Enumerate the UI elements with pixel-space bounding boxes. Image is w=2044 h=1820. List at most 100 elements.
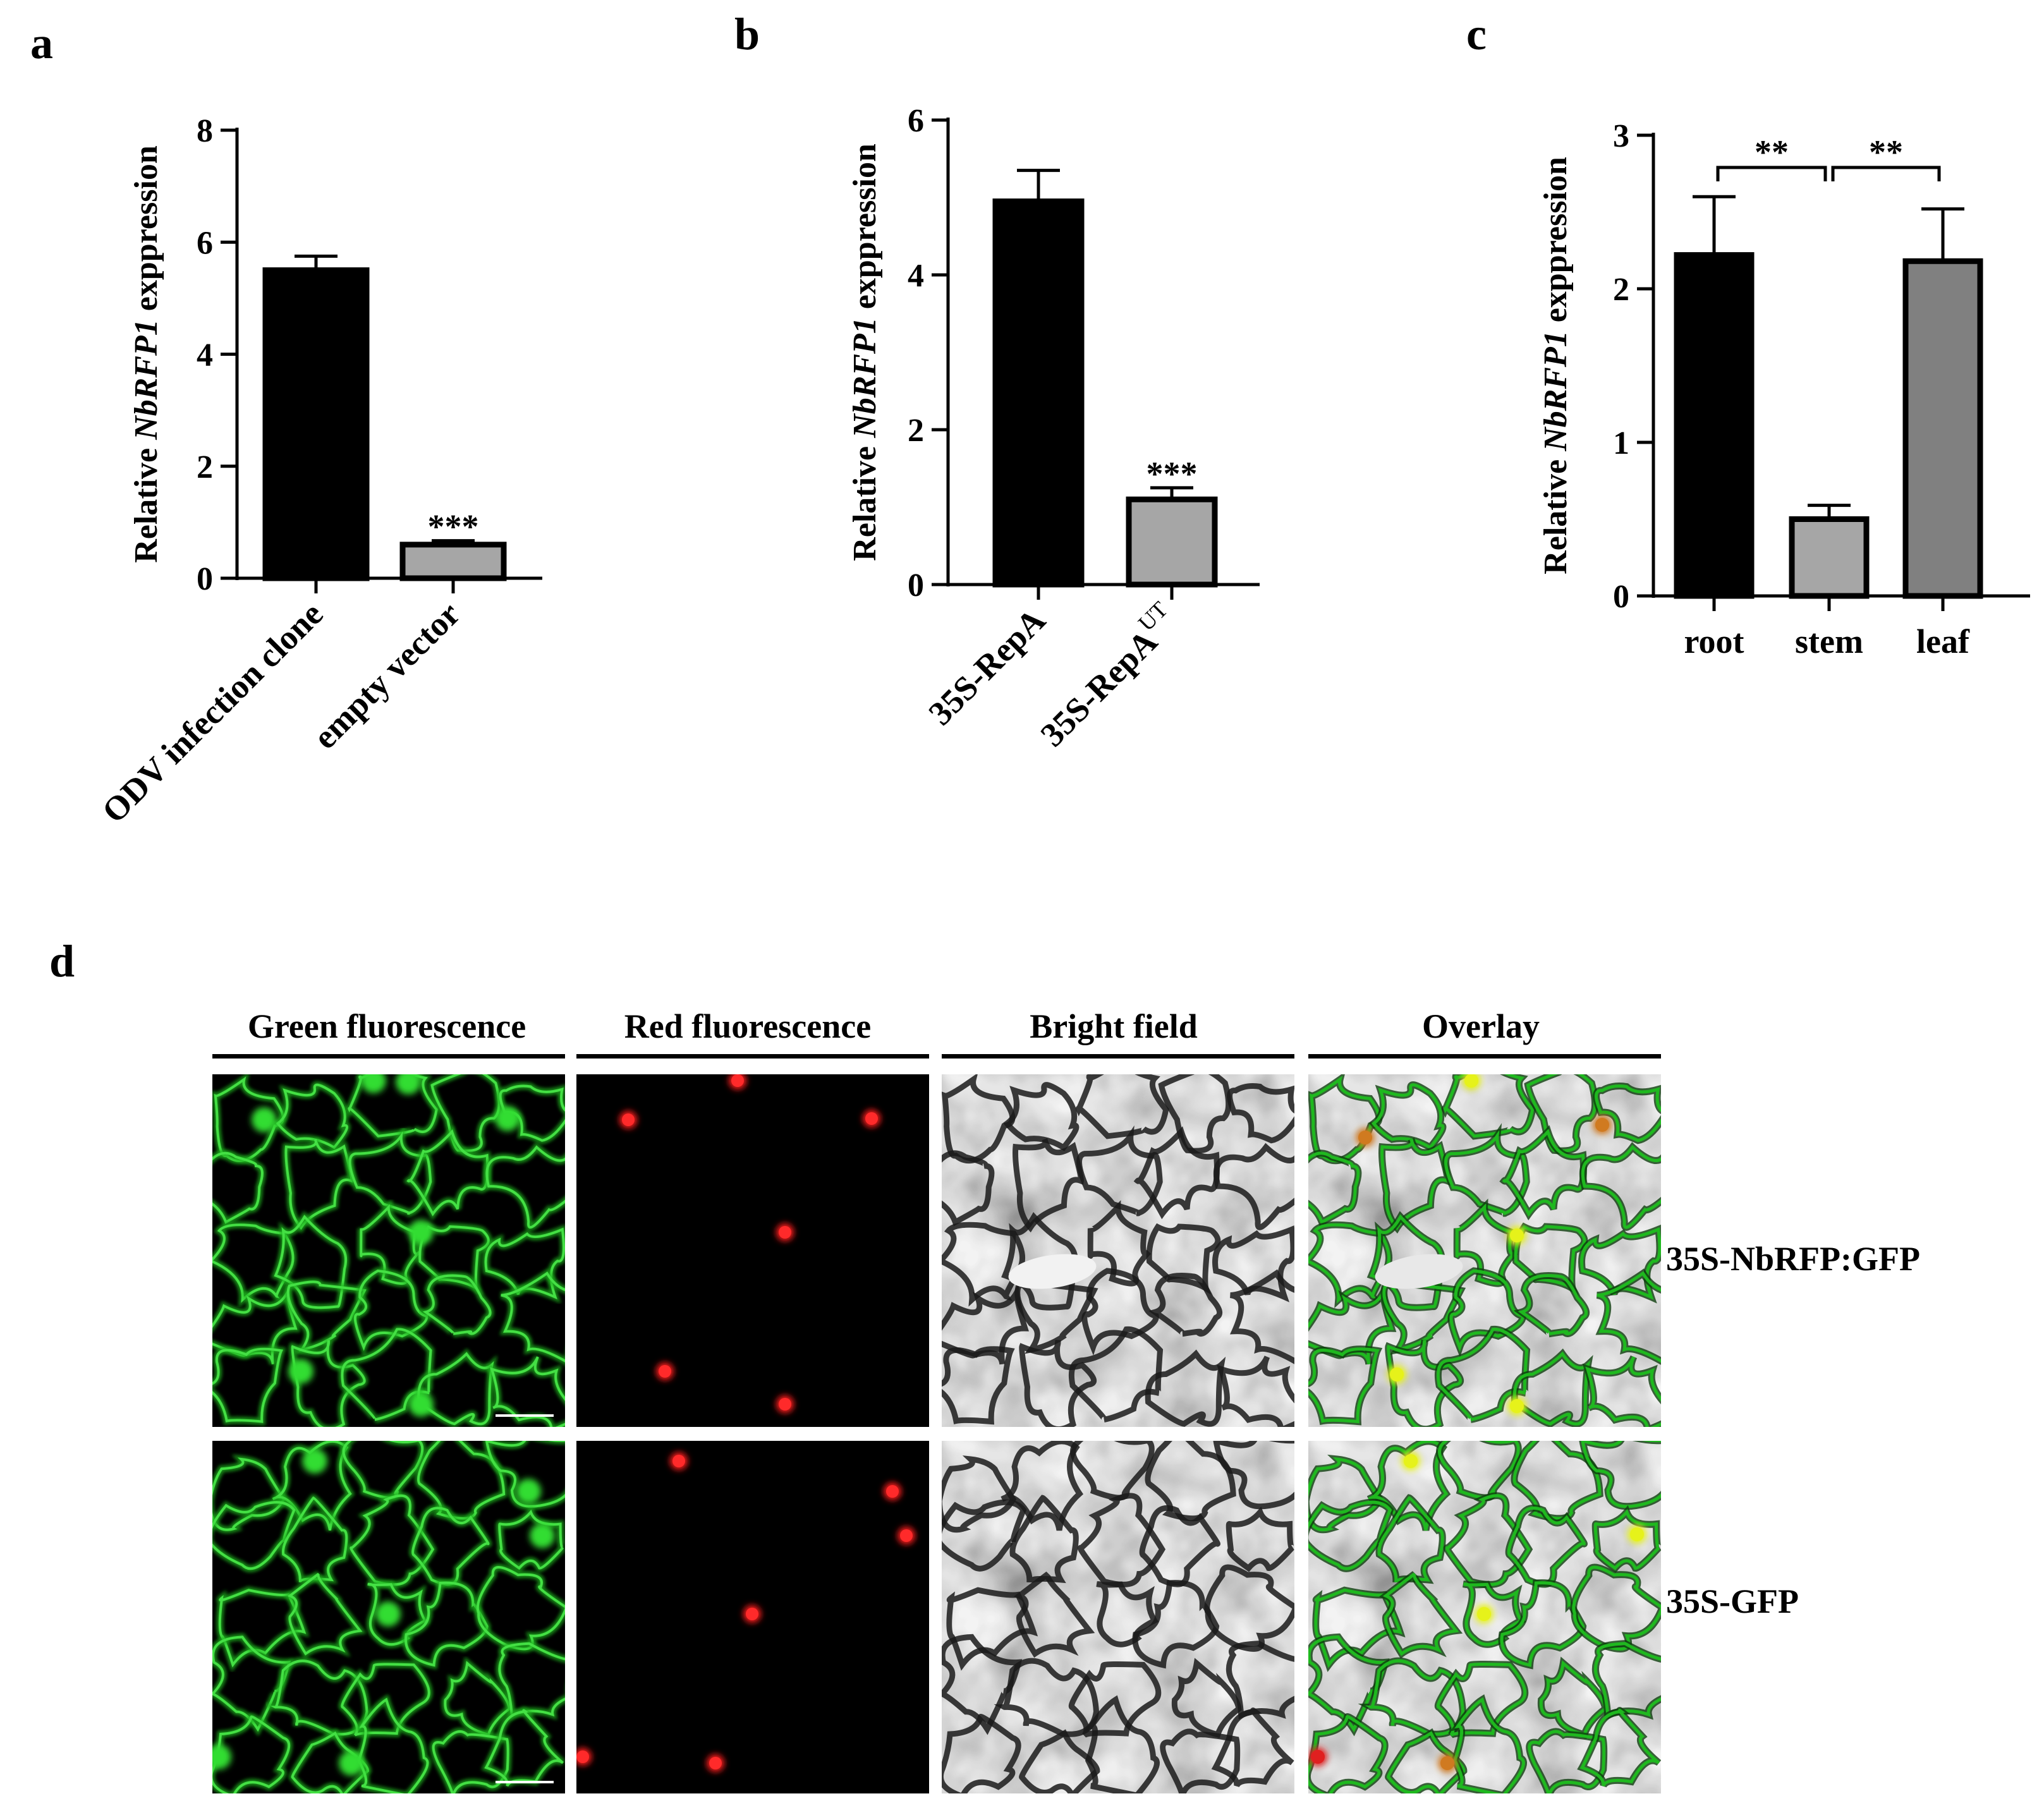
overlay-nucleus-core (1404, 1454, 1418, 1468)
cell-wall (1227, 1083, 1294, 1144)
cell-outline (430, 1074, 501, 1153)
cell-outline (1308, 1287, 1394, 1365)
cell-wall (1148, 1273, 1223, 1337)
green-nucleus (361, 1074, 386, 1093)
micrograph-content (212, 1074, 565, 1427)
micrograph-image (576, 1074, 929, 1427)
cell-outline (1436, 1663, 1527, 1737)
cell-outline (499, 1084, 565, 1142)
x-tick-label-text: 35S-RepA (922, 601, 1053, 732)
cell-outline (1518, 1274, 1588, 1336)
red-nucleus-core (865, 1112, 878, 1125)
y-axis-label: Relative NbRFP1 exppression (847, 143, 883, 561)
cell-outline (1443, 1074, 1535, 1138)
cell-outline (212, 1635, 291, 1732)
column-header-overlay: Overlay (1422, 1007, 1540, 1045)
micrograph-image (212, 1441, 565, 1793)
column-rule (1308, 1054, 1661, 1059)
overlay-nucleus-core (1464, 1074, 1478, 1088)
cell-outline (417, 1352, 494, 1426)
bar (1902, 258, 1983, 599)
cell-wall (1211, 1708, 1294, 1788)
cell-wall (1001, 1212, 1078, 1311)
comparison-label: ** (1869, 133, 1903, 171)
cell-outline (1581, 1144, 1661, 1229)
overlay-nucleus-core (1358, 1131, 1372, 1144)
green-nucleus (530, 1523, 555, 1548)
x-tick-label: stem (1795, 622, 1863, 660)
cell-outline (212, 1289, 298, 1365)
cell-outline (1581, 1441, 1661, 1508)
y-tick-label: 4 (197, 337, 213, 373)
overlay-nucleus-core (1630, 1527, 1644, 1541)
cell-outline (1500, 1581, 1585, 1667)
cell-wall (1068, 1661, 1162, 1738)
overlay-nucleus-core (1510, 1228, 1524, 1242)
cell-outline (287, 1572, 363, 1656)
y-tick-label: 0 (197, 561, 213, 597)
cell-wall (946, 1587, 1038, 1671)
green-nucleus (408, 1220, 434, 1245)
red-nucleus-core (731, 1074, 744, 1087)
bright-spot (1008, 1254, 1097, 1289)
cell-outline (1453, 1697, 1525, 1793)
y-axis-label-gene: NbRFP1 (1538, 331, 1574, 452)
cell-wall (1139, 1505, 1221, 1587)
red-nucleus-core (622, 1113, 635, 1126)
cell-wall (942, 1074, 1016, 1164)
x-tick-label-text: 35S-RepA (1033, 622, 1165, 754)
cell-wall (942, 1455, 1017, 1533)
green-nucleus (339, 1750, 364, 1776)
cell-wall (1229, 1269, 1294, 1364)
micrograph-grid (212, 1074, 1661, 1793)
cell-outline (274, 1215, 348, 1309)
x-tick-label: leaf (1916, 622, 1970, 660)
red-nucleus-core (709, 1757, 722, 1769)
x-tick-label: ODV infection clone (95, 595, 331, 830)
red-nucleus-core (886, 1485, 899, 1498)
cell-wall (1019, 1729, 1100, 1793)
y-tick-label: 4 (908, 258, 924, 294)
red-nucleus-core (779, 1226, 791, 1239)
micrograph-image (212, 1074, 565, 1427)
column-rule (942, 1054, 1294, 1059)
micrograph-content (576, 1074, 929, 1427)
micrograph-column-headers: Green fluorescence Red fluorescence Brig… (212, 1007, 1661, 1059)
y-axis-label-gene: NbRFP1 (847, 317, 883, 439)
cell-wall (1212, 1225, 1294, 1302)
bar (262, 267, 370, 581)
column-header-bright: Bright field (1030, 1007, 1198, 1045)
cell-outline (1595, 1084, 1661, 1143)
overlay-nucleus-core (1510, 1399, 1524, 1413)
cell-wall (942, 1634, 1023, 1735)
y-tick-label: 1 (1613, 425, 1629, 461)
cell-wall (942, 1222, 1026, 1307)
micrograph-image (942, 1074, 1294, 1427)
cell-wall (942, 1283, 1029, 1365)
cell-wall (1085, 1695, 1160, 1793)
cell-wall (1013, 1571, 1095, 1658)
y-axis-label-pre: Relative (1538, 451, 1574, 574)
cell-wall (1217, 1356, 1294, 1427)
cell-outline (212, 1501, 296, 1570)
cell-outline (1593, 1508, 1661, 1570)
cell-outline (411, 1507, 490, 1586)
green-nucleus (375, 1601, 401, 1627)
cell-outline (1572, 1565, 1661, 1651)
cell-wall (1076, 1125, 1163, 1216)
cell-outline (1308, 1151, 1360, 1225)
cell-outline (276, 1083, 348, 1150)
cell-wall (1226, 1506, 1294, 1572)
cell-outline (341, 1328, 432, 1421)
panel-label-a: a (30, 18, 53, 68)
y-tick-label: 8 (197, 113, 213, 149)
row-label-gfp: 35S-GFP (1666, 1582, 1799, 1620)
cell-outline (341, 1663, 430, 1737)
cell-outline (1380, 1138, 1449, 1230)
column-rule (212, 1054, 565, 1059)
cell-outline (1382, 1572, 1459, 1656)
column-rule (576, 1054, 929, 1059)
x-tick-label-text: empty vector (306, 595, 468, 756)
cell-outline (1444, 1130, 1528, 1215)
cell-outline (1502, 1129, 1585, 1217)
